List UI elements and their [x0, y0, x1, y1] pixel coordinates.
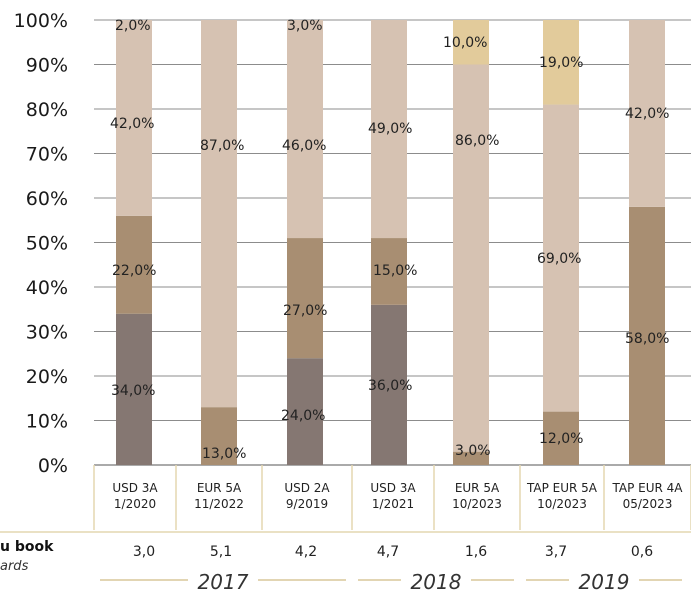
year-label: 2019	[579, 570, 630, 592]
y-tick-label: 60%	[26, 188, 68, 210]
category-label: EUR 5A	[197, 481, 242, 495]
bar-segment	[543, 20, 579, 105]
data-label: 46,0%	[282, 138, 326, 154]
year-label: 2018	[411, 570, 462, 592]
bar-segment	[201, 407, 237, 465]
data-label: 13,0%	[202, 446, 246, 462]
category-label: USD 2A	[284, 481, 330, 495]
bar-segment	[371, 20, 407, 239]
book-value: 3,7	[545, 544, 567, 560]
category-label: TAP EUR 4A	[611, 481, 683, 495]
data-label: 34,0%	[111, 383, 155, 399]
bar-segment	[453, 64, 489, 452]
bars	[116, 20, 665, 465]
book-value: 0,6	[631, 544, 653, 560]
category-label: 1/2021	[372, 497, 414, 511]
category-label: 1/2020	[114, 497, 156, 511]
category-label: TAP EUR 5A	[526, 481, 598, 495]
book-row-label: u book	[0, 539, 54, 555]
category-label: 10/2023	[452, 497, 502, 511]
data-label: 3,0%	[455, 443, 491, 459]
bar-segment	[453, 451, 489, 465]
bar-segment	[453, 20, 489, 65]
category-label: USD 3A	[112, 481, 158, 495]
y-tick-label: 30%	[26, 322, 68, 344]
data-label: 42,0%	[110, 116, 154, 132]
category-label: USD 3A	[370, 481, 416, 495]
data-label: 12,0%	[539, 431, 583, 447]
y-tick-label: 0%	[38, 455, 68, 477]
category-label: 10/2023	[537, 497, 587, 511]
data-label: 36,0%	[368, 378, 412, 394]
bar-segment	[116, 20, 152, 216]
y-tick-label: 50%	[26, 233, 68, 255]
y-tick-label: 70%	[26, 144, 68, 166]
bar-segment	[116, 313, 152, 465]
y-tick-label: 100%	[14, 10, 68, 32]
data-label: 10,0%	[443, 35, 487, 51]
book-row-sublabel: ards	[0, 559, 29, 574]
y-tick-label: 80%	[26, 99, 68, 121]
data-label: 58,0%	[625, 331, 669, 347]
bar-segment	[116, 215, 152, 314]
data-label: 24,0%	[281, 408, 325, 424]
bar-segment	[543, 411, 579, 465]
year-label: 2017	[198, 570, 249, 592]
book-value: 4,2	[295, 544, 317, 560]
bar-segment	[201, 20, 237, 408]
bar-segment	[543, 104, 579, 412]
book-value: 5,1	[210, 544, 232, 560]
bar-segment	[371, 304, 407, 465]
category-label: 9/2019	[286, 497, 328, 511]
book-value: 3,0	[133, 544, 155, 560]
data-label: 27,0%	[283, 303, 327, 319]
bar-segment	[287, 358, 323, 465]
bar-segment	[371, 238, 407, 305]
category-label: EUR 5A	[455, 481, 500, 495]
data-label: 15,0%	[373, 263, 417, 279]
data-label: 87,0%	[200, 138, 244, 154]
book-value: 1,6	[465, 544, 487, 560]
bar-segment	[629, 206, 665, 465]
data-label: 49,0%	[368, 121, 412, 137]
data-label: 86,0%	[455, 133, 499, 149]
data-label: 22,0%	[112, 263, 156, 279]
data-label: 2,0%	[115, 18, 151, 34]
y-tick-label: 90%	[26, 55, 68, 77]
book-value: 4,7	[377, 544, 399, 560]
data-label: 3,0%	[287, 18, 323, 34]
bar-segment	[287, 238, 323, 359]
y-tick-label: 10%	[26, 411, 68, 433]
data-label: 42,0%	[625, 106, 669, 122]
y-tick-label: 40%	[26, 277, 68, 299]
data-label: 69,0%	[537, 251, 581, 267]
bar-segment	[287, 20, 323, 239]
y-tick-label: 20%	[26, 366, 68, 388]
y-axis-ticks: 0% 10% 20% 30% 40% 50% 60% 70% 80% 90% 100%	[14, 10, 68, 477]
data-label: 19,0%	[539, 55, 583, 71]
data-labels: 34,0% 24,0% 36,0% 22,0% 13,0% 27,0% 15,0% 3,0% 1…	[110, 18, 669, 462]
bottom-table: USD 3A 1/2020 EUR 5A 11/2022 USD 2A 9/2019 USD…	[0, 465, 691, 592]
category-label: 11/2022	[194, 497, 244, 511]
category-label: 05/2023	[623, 497, 673, 511]
bar-segment	[629, 20, 665, 207]
